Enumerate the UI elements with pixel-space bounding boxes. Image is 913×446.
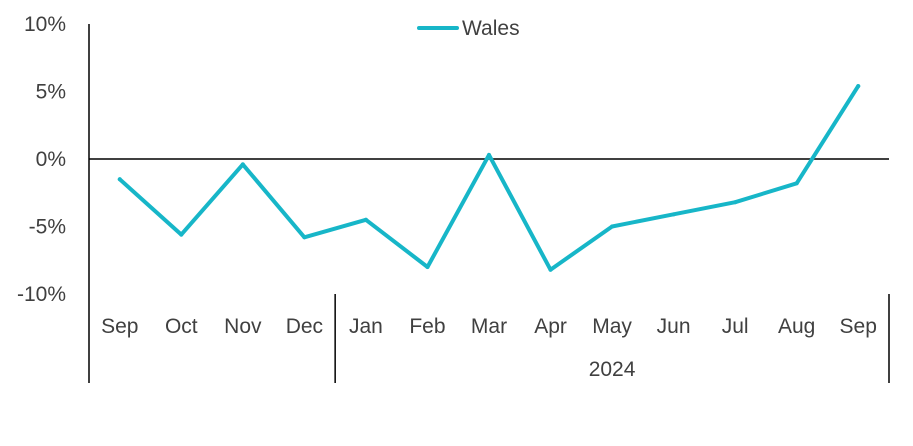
x-tick-label: Mar [471, 315, 507, 338]
y-tick-label: -5% [29, 216, 66, 239]
x-tick-label: Sep [101, 315, 138, 338]
x-axis-group-separators [334, 294, 890, 383]
x-tick-label: Jan [349, 315, 383, 338]
data-point [733, 200, 738, 205]
series-line-wales [117, 84, 861, 272]
data-point [363, 217, 368, 222]
data-point [179, 232, 184, 237]
x-tick-label: Dec [286, 315, 323, 338]
y-tick-label: 5% [36, 81, 66, 104]
y-tick-label: -10% [17, 283, 66, 306]
data-point [117, 177, 122, 182]
x-axis-ticks: Sep Oct Nov Dec Jan Feb Mar Apr May Jun Jul Aug Sep [101, 315, 877, 338]
x-tick-label: Nov [224, 315, 262, 338]
x-tick-label: Feb [409, 315, 445, 338]
x-group-label: 2024 [589, 358, 636, 381]
data-point [671, 212, 676, 217]
x-tick-label: May [592, 315, 632, 338]
data-point [240, 162, 245, 167]
x-tick-label: Jun [657, 315, 691, 338]
data-point [425, 265, 430, 269]
y-tick-label: 0% [36, 148, 66, 171]
y-tick-label: 10% [24, 13, 66, 36]
series-points-wales [117, 84, 861, 272]
data-point [302, 235, 307, 240]
x-axis-group-labels: 2024 [589, 358, 636, 381]
data-point [794, 181, 799, 186]
x-tick-label: Aug [778, 315, 815, 338]
legend: Wales [417, 17, 520, 40]
data-point [610, 224, 615, 229]
y-axis-ticks: 10% 5% 0% -5% -10% [17, 13, 66, 306]
legend-label-wales: Wales [462, 17, 520, 40]
x-tick-label: Oct [165, 315, 198, 338]
x-tick-label: Sep [840, 315, 877, 338]
x-tick-label: Apr [534, 315, 567, 338]
x-tick-label: Jul [722, 315, 749, 338]
data-point [548, 267, 553, 272]
data-point [856, 84, 861, 89]
data-point [487, 152, 491, 157]
